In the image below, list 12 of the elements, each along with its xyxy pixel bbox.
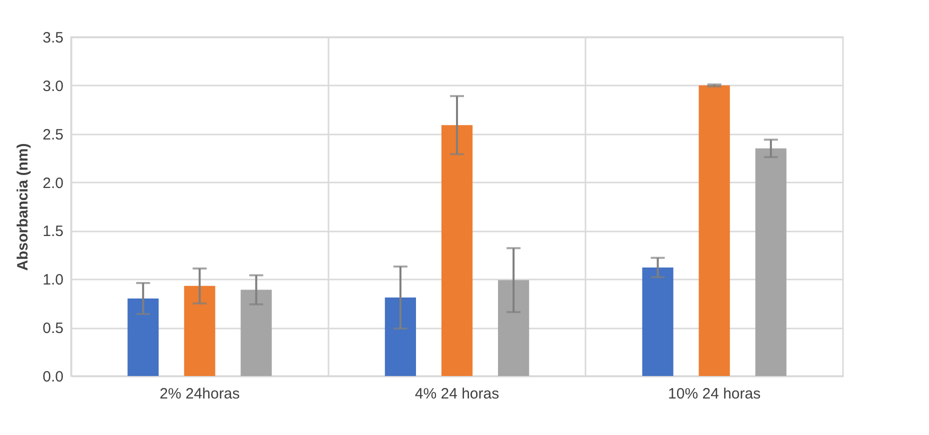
y-tick-label: 1.5 [42, 223, 64, 240]
y-tick-label: 2.5 [42, 126, 64, 144]
y-tick-label: 2.0 [42, 174, 64, 192]
y-tick-label: 3.0 [42, 78, 64, 95]
y-tick-label: 0.0 [42, 368, 64, 386]
y-tick-label: 1.0 [42, 272, 64, 289]
y-tick-label: 3.5 [42, 30, 64, 46]
x-tick-label: 2% 24horas [160, 386, 240, 402]
x-tick-label: 4% 24 horas [414, 386, 500, 402]
x-tick-label: 10% 24 horas [668, 386, 761, 402]
y-axis-title: Absorbancia (nm) [14, 143, 32, 271]
y-tick-label: 0.5 [42, 320, 64, 338]
